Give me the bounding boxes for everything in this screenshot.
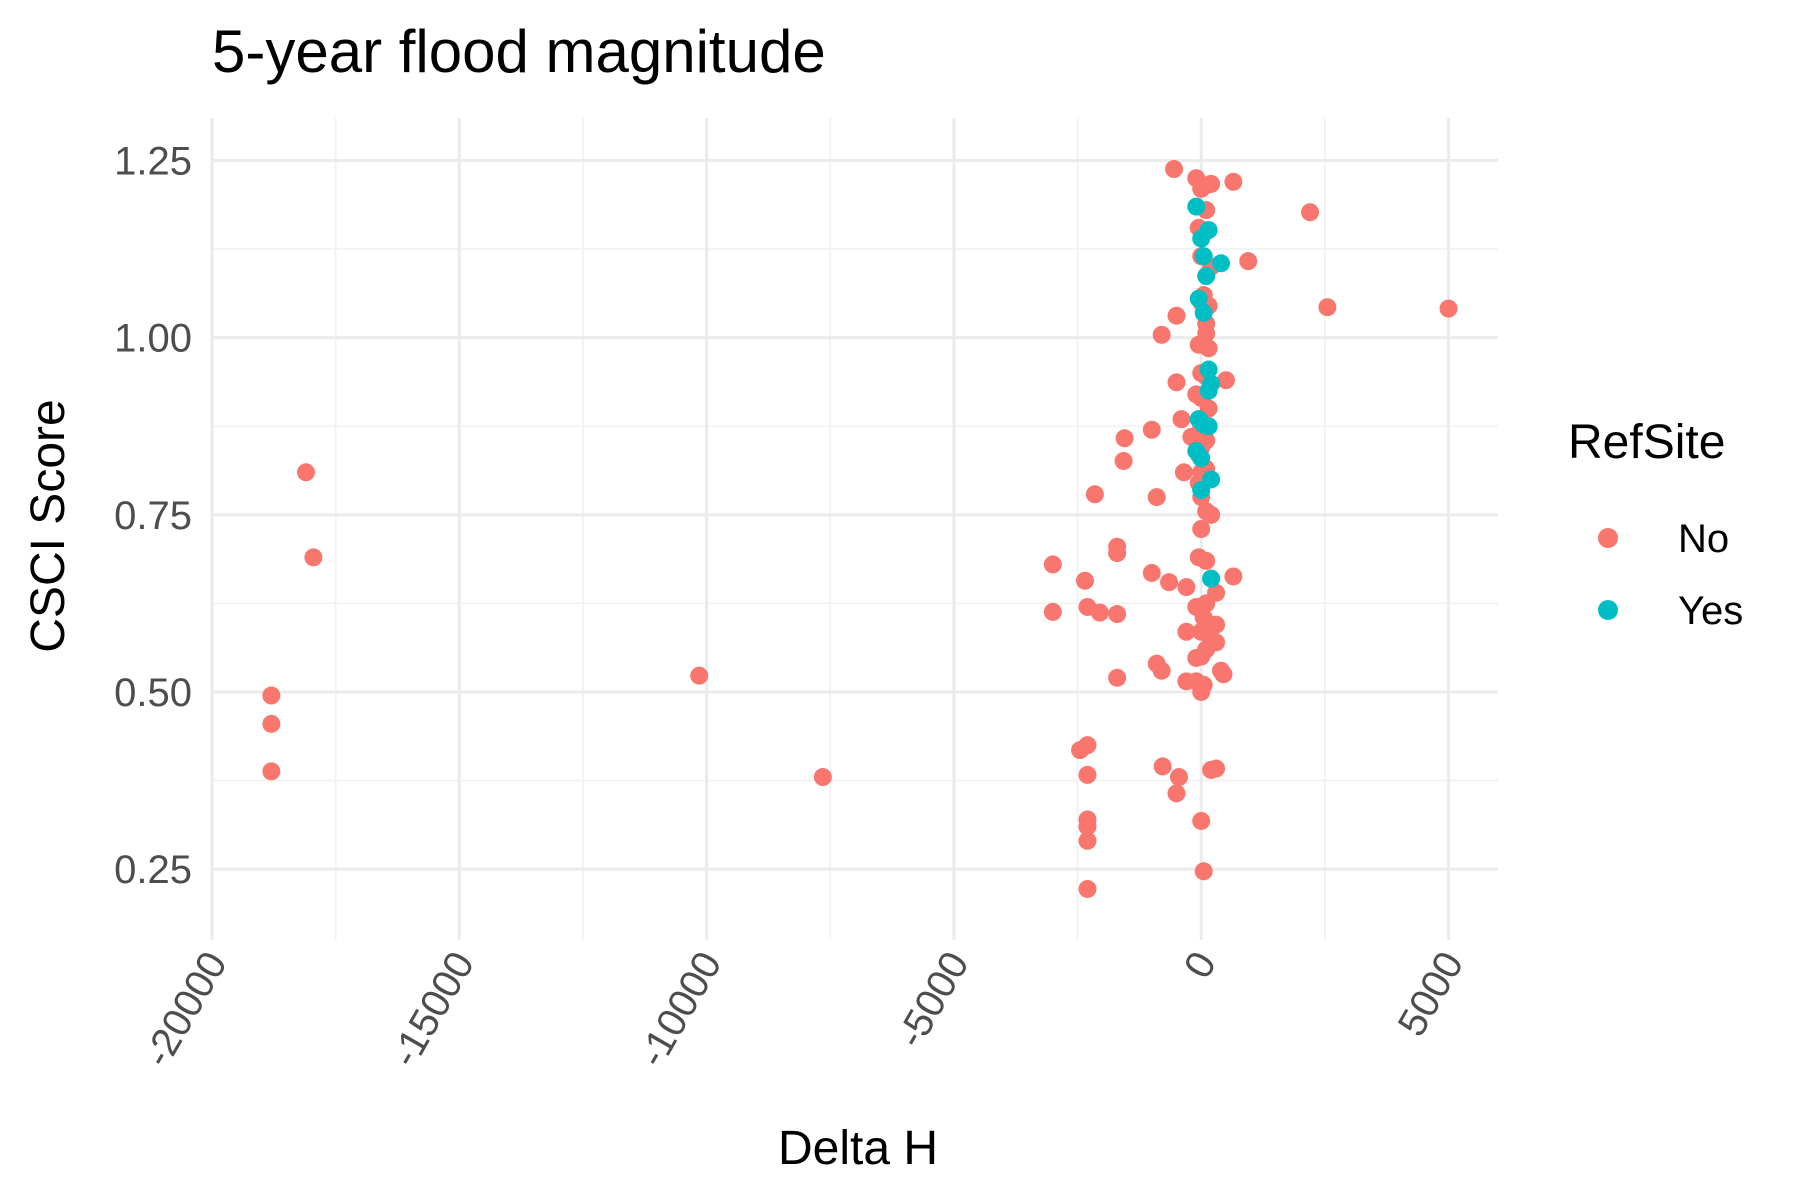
data-point (1108, 544, 1127, 563)
data-point (1187, 648, 1206, 667)
data-point (1202, 569, 1221, 588)
data-point (1224, 567, 1243, 586)
series-no (262, 160, 1458, 898)
chart-title: 5-year flood magnitude (212, 18, 826, 85)
y-tick-label: 0.25 (114, 848, 192, 892)
data-point (1108, 668, 1127, 687)
x-tick-label: 0 (1176, 945, 1225, 986)
data-point (1114, 451, 1133, 470)
data-point (262, 686, 281, 705)
data-point (1078, 879, 1097, 898)
data-point (1202, 174, 1221, 193)
data-point (1301, 203, 1320, 222)
series-yes (1187, 197, 1231, 588)
data-point (1212, 254, 1231, 273)
data-point (1192, 481, 1211, 500)
data-point (1174, 463, 1193, 482)
data-point (1152, 661, 1171, 680)
data-point (1187, 197, 1206, 216)
data-point (1199, 417, 1218, 436)
data-point (1167, 784, 1186, 803)
data-point (1177, 578, 1196, 597)
data-point (1078, 736, 1097, 755)
data-point (1199, 381, 1218, 400)
data-point (1142, 420, 1161, 439)
data-point (1172, 410, 1191, 429)
data-point (1192, 811, 1211, 830)
x-tick-label: 5000 (1390, 945, 1473, 1044)
data-point (1192, 682, 1211, 701)
y-tick-labels: 0.25 0.50 0.75 1.00 1.25 (114, 140, 192, 893)
y-axis-title: CSCI Score (22, 399, 75, 652)
y-tick-label: 1.00 (114, 317, 192, 361)
grid-lines (210, 118, 1498, 940)
data-point (296, 463, 315, 482)
data-point (1090, 603, 1109, 622)
data-point (1160, 573, 1179, 592)
data-point (1202, 505, 1221, 524)
x-tick-labels: -20000 -15000 -10000 -5000 0 5000 (135, 945, 1472, 1075)
data-point (1177, 622, 1196, 641)
data-point (1224, 172, 1243, 191)
data-point (262, 714, 281, 733)
data-point (1216, 371, 1235, 390)
data-point (1207, 615, 1226, 634)
data-point (1192, 229, 1211, 248)
data-point (1078, 765, 1097, 784)
data-point (1075, 571, 1094, 590)
data-point (1239, 252, 1258, 271)
y-tick-label: 1.25 (114, 140, 192, 184)
data-point (1199, 339, 1218, 358)
x-tick-label: -20000 (135, 945, 235, 1075)
data-point (1085, 485, 1104, 504)
data-point (1153, 757, 1172, 776)
data-point (1043, 555, 1062, 574)
data-point (1318, 298, 1337, 317)
x-tick-label: -5000 (888, 945, 977, 1056)
legend-label-yes: Yes (1678, 589, 1743, 633)
data-point (1192, 449, 1211, 468)
data-point (1078, 831, 1097, 850)
data-point (1167, 373, 1186, 392)
data-point (1214, 665, 1233, 684)
y-tick-label: 0.50 (114, 671, 192, 715)
legend-label-no: No (1678, 517, 1729, 561)
data-point (304, 548, 323, 567)
data-point (1043, 602, 1062, 621)
x-tick-label: -10000 (630, 945, 730, 1075)
data-point (1078, 817, 1097, 836)
data-point (1197, 551, 1216, 570)
data-point (1108, 605, 1127, 624)
data-point (1197, 267, 1216, 286)
data-point (1207, 759, 1226, 778)
data-point (1439, 299, 1458, 318)
y-tick-label: 0.75 (114, 494, 192, 538)
data-point (1194, 247, 1213, 266)
data-point (1167, 306, 1186, 325)
data-point (1169, 768, 1188, 787)
legend-title: RefSite (1568, 416, 1725, 469)
data-point (1115, 429, 1134, 448)
data-point (1189, 289, 1208, 308)
data-point (1199, 360, 1218, 379)
data-point (1152, 325, 1171, 344)
data-point (1147, 488, 1166, 507)
legend: RefSite No Yes (1568, 416, 1743, 633)
data-point (813, 768, 832, 787)
data-point (690, 666, 709, 685)
data-point (262, 762, 281, 781)
legend-key-no (1598, 528, 1618, 548)
data-point (1142, 563, 1161, 582)
x-axis-title: Delta H (778, 1122, 938, 1175)
x-tick-label: -15000 (383, 945, 483, 1075)
data-point (1165, 160, 1184, 179)
data-point (1194, 862, 1213, 881)
data-points (262, 160, 1458, 898)
legend-key-yes (1598, 600, 1618, 620)
data-point (1194, 303, 1213, 322)
data-point (1192, 520, 1211, 538)
